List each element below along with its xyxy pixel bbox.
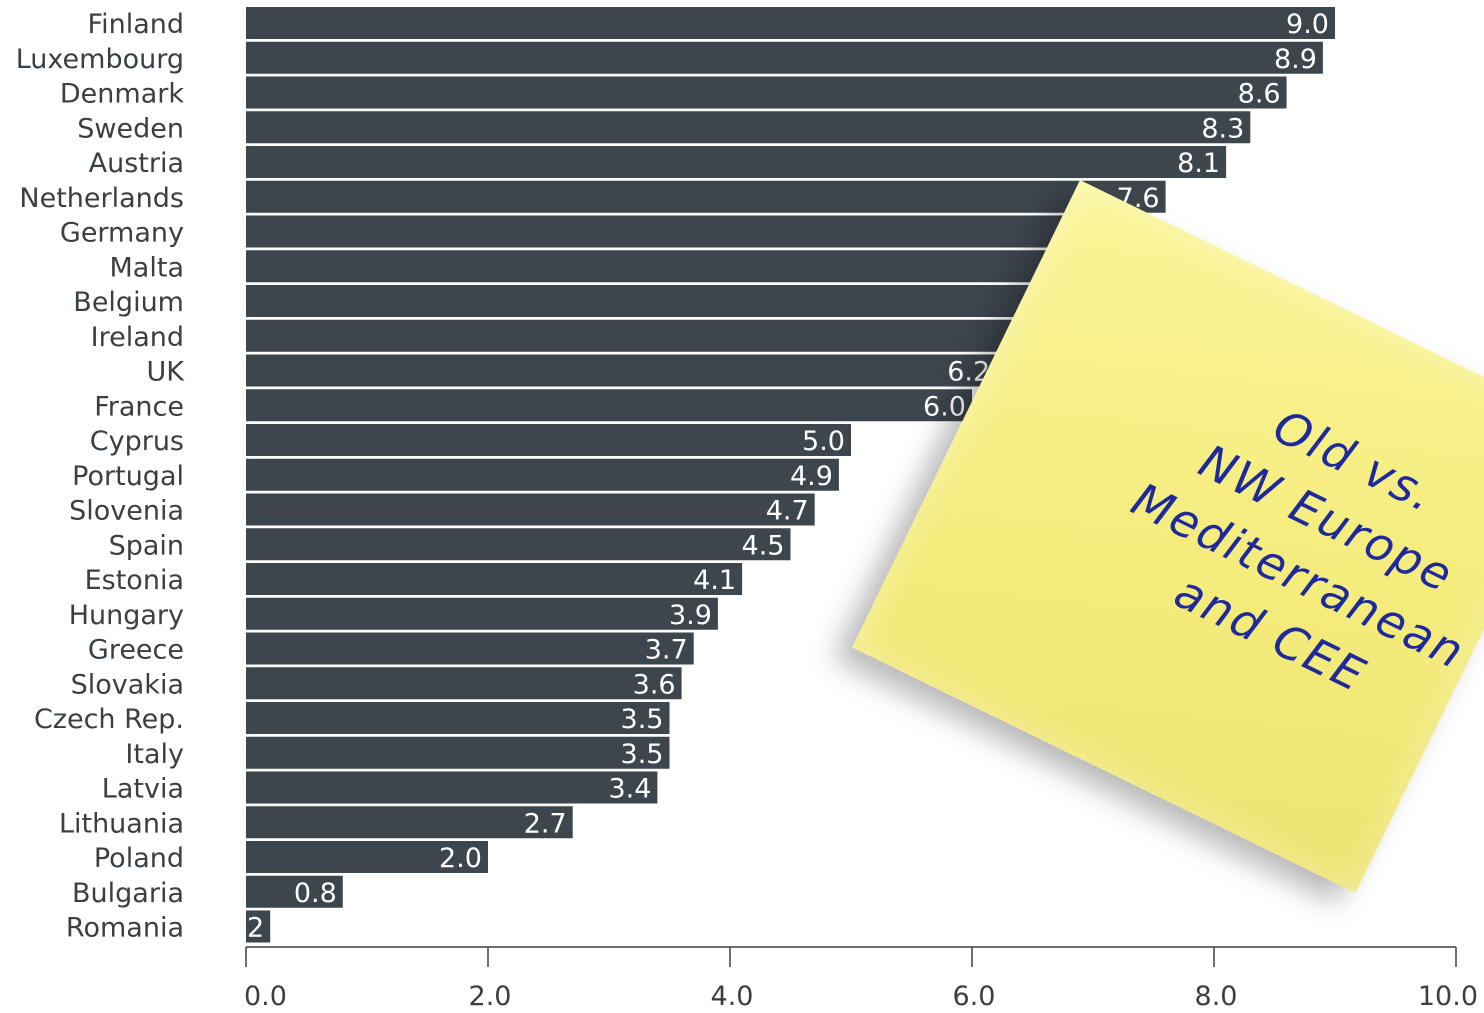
bar-16 xyxy=(246,563,743,595)
category-label: Lithuania xyxy=(59,808,184,839)
value-label: 4.1 xyxy=(693,565,736,596)
bar-5 xyxy=(246,180,1166,213)
value-label: 8.9 xyxy=(1274,44,1317,75)
bar-0 xyxy=(246,7,1335,39)
bar-14 xyxy=(246,493,815,526)
bar-20 xyxy=(246,702,670,734)
category-label: Finland xyxy=(88,9,184,40)
category-label: Germany xyxy=(60,218,184,249)
bar-7 xyxy=(246,250,1106,283)
category-label: Sweden xyxy=(77,113,184,144)
category-label: Denmark xyxy=(60,79,184,110)
value-label: 3.9 xyxy=(669,600,712,631)
category-label: Romania xyxy=(66,913,184,944)
value-label: 5.0 xyxy=(802,426,845,457)
bar-17 xyxy=(246,597,718,630)
bar-10 xyxy=(246,354,997,387)
bar-9 xyxy=(246,319,1057,352)
category-label: Ireland xyxy=(91,322,184,353)
category-label: UK xyxy=(147,357,186,388)
value-label: 4.5 xyxy=(742,530,785,561)
x-tick-label: 8.0 xyxy=(1195,981,1238,1012)
bar-3 xyxy=(246,111,1251,144)
x-tick-label: 6.0 xyxy=(953,981,996,1012)
value-label: 8.1 xyxy=(1177,148,1220,179)
category-label: Poland xyxy=(94,843,184,874)
value-label: 4.9 xyxy=(790,461,833,492)
bar-12 xyxy=(246,424,851,456)
value-label: 6.0 xyxy=(923,391,966,422)
bar-21 xyxy=(246,736,670,769)
bar-25 xyxy=(246,875,343,908)
bar-15 xyxy=(246,528,791,561)
category-label: Netherlands xyxy=(19,183,184,214)
category-label: Cyprus xyxy=(90,426,184,457)
category-label: Belgium xyxy=(73,287,184,318)
category-label: Slovenia xyxy=(69,496,184,527)
value-label: 3.4 xyxy=(608,774,651,805)
category-label: Italy xyxy=(125,739,184,770)
category-label: Czech Rep. xyxy=(34,704,184,735)
x-tick-label: 10.0 xyxy=(1418,981,1478,1012)
category-label: Slovakia xyxy=(71,669,184,700)
category-label: Hungary xyxy=(69,600,184,631)
bar-23 xyxy=(246,806,573,839)
value-label: 2.0 xyxy=(439,843,482,874)
bar-24 xyxy=(246,841,488,873)
category-label: Greece xyxy=(88,635,184,666)
value-label: 0.8 xyxy=(294,878,337,909)
category-label: Portugal xyxy=(72,461,184,492)
bar-19 xyxy=(246,667,682,700)
category-label: France xyxy=(94,391,184,422)
bar-1 xyxy=(246,41,1323,74)
bar-6 xyxy=(246,215,1130,248)
value-label: 8.6 xyxy=(1238,79,1281,110)
category-label: Austria xyxy=(89,148,184,179)
value-label: 3.6 xyxy=(633,669,676,700)
category-label: Luxembourg xyxy=(16,44,184,75)
category-label: Bulgaria xyxy=(72,878,184,909)
category-label: Estonia xyxy=(85,565,184,596)
category-label: Latvia xyxy=(102,774,184,805)
value-label: 3.5 xyxy=(621,704,664,735)
bar-26 xyxy=(246,910,271,943)
category-label: Malta xyxy=(110,252,184,283)
value-label: 4.7 xyxy=(766,496,809,527)
bar-22 xyxy=(246,771,658,804)
value-label: 9.0 xyxy=(1286,9,1329,40)
value-label: 8.3 xyxy=(1201,113,1244,144)
bar-13 xyxy=(246,458,839,491)
value-label: 0.2 xyxy=(221,913,264,944)
bar-4 xyxy=(246,146,1227,178)
bar-2 xyxy=(246,76,1287,109)
bar-11 xyxy=(246,389,972,422)
x-tick-label: 2.0 xyxy=(469,981,512,1012)
value-label: 3.5 xyxy=(621,739,664,770)
bar-18 xyxy=(246,632,694,665)
x-tick-label: 0.0 xyxy=(244,981,287,1012)
bar-8 xyxy=(246,285,1081,317)
value-label: 2.7 xyxy=(524,808,567,839)
value-label: 3.7 xyxy=(645,635,688,666)
category-label: Spain xyxy=(109,530,184,561)
x-tick-label: 4.0 xyxy=(711,981,754,1012)
